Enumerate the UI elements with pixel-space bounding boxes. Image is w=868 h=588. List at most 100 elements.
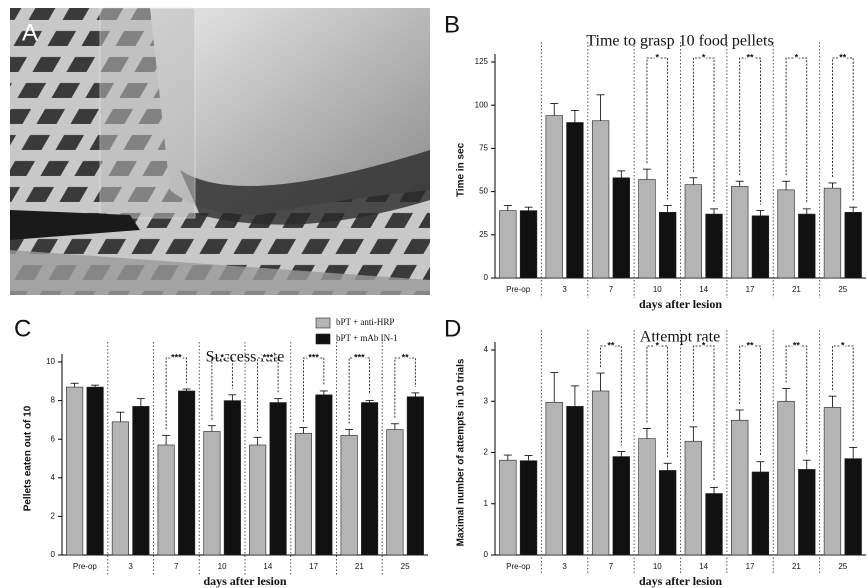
- bar: [178, 390, 196, 556]
- y-axis-label: Pellets eaten out of 10: [23, 405, 34, 511]
- bar: [386, 429, 404, 556]
- significance-label: **: [747, 52, 755, 62]
- bar: [612, 177, 630, 279]
- bar: [612, 456, 630, 556]
- significance-bracket: [692, 345, 715, 482]
- x-tick-label: 10: [218, 562, 227, 571]
- x-tick-label: 7: [609, 562, 614, 571]
- significance-bracket: [302, 357, 325, 422]
- panel-label: A: [22, 19, 38, 46]
- significance-label: **: [607, 340, 615, 350]
- bar: [132, 406, 150, 556]
- significance-label: *: [220, 352, 224, 362]
- bar: [499, 459, 517, 556]
- bar: [566, 406, 584, 556]
- y-tick-label: 0: [484, 550, 489, 559]
- x-tick-label: Pre-op: [73, 562, 98, 571]
- bar: [777, 400, 795, 556]
- bar: [684, 440, 702, 556]
- x-tick-label: 21: [792, 562, 801, 571]
- y-axis-label: Maximal number of attempts in 10 trials: [456, 358, 467, 546]
- x-tick-label: Pre-op: [506, 562, 531, 571]
- platform: [10, 250, 430, 295]
- legend-label: bPT + anti-HRP: [336, 317, 394, 327]
- bar: [684, 184, 702, 279]
- bar: [591, 390, 610, 556]
- significance-label: *: [841, 340, 845, 350]
- significance-bracket: [692, 57, 715, 203]
- significance-label: ***: [354, 352, 365, 362]
- significance-bracket: [394, 357, 416, 418]
- bar: [659, 212, 677, 279]
- bar: [638, 179, 656, 279]
- x-tick-label: 7: [609, 285, 614, 294]
- x-tick-label: 21: [792, 285, 801, 294]
- y-tick-label: 6: [51, 434, 56, 443]
- significance-label: *: [702, 340, 706, 350]
- significance-label: *: [702, 52, 706, 62]
- significance-label: *: [795, 52, 799, 62]
- legend-label: bPT + mAb IN-1: [336, 333, 398, 343]
- bar: [66, 386, 84, 556]
- bar: [406, 396, 424, 556]
- chart: B Time to grasp 10 food pellets Time in se…: [444, 11, 866, 311]
- significance-label: *: [656, 340, 660, 350]
- x-tick-label: 21: [355, 562, 364, 571]
- bar: [751, 471, 770, 556]
- x-tick-label: 25: [838, 285, 847, 294]
- bar: [340, 435, 358, 556]
- x-tick-label: 17: [746, 285, 755, 294]
- x-tick-label: Pre-op: [506, 285, 531, 294]
- panel-label: B: [444, 11, 460, 38]
- bar: [519, 210, 538, 279]
- significance-label: **: [402, 352, 410, 362]
- x-tick-label: 17: [309, 562, 318, 571]
- significance-bracket: [785, 57, 808, 203]
- y-tick-label: 125: [475, 57, 489, 66]
- bar: [798, 213, 816, 279]
- bar: [545, 115, 563, 279]
- significance-label: ***: [171, 352, 182, 362]
- panel-label: D: [444, 315, 461, 342]
- significance-bracket: [832, 57, 854, 202]
- significance-label: ***: [263, 352, 274, 362]
- y-tick-label: 0: [484, 273, 489, 282]
- bar: [519, 460, 538, 556]
- significance-bracket: [348, 357, 371, 424]
- bar: [777, 189, 795, 279]
- significance-bracket: [785, 345, 808, 455]
- bar: [545, 401, 563, 556]
- bar: [591, 120, 610, 279]
- x-tick-label: 14: [263, 562, 272, 571]
- x-tick-label: 17: [746, 562, 755, 571]
- bar: [844, 212, 862, 279]
- y-tick-label: 1: [484, 499, 489, 508]
- y-tick-label: 2: [51, 512, 56, 521]
- x-tick-label: 3: [562, 562, 567, 571]
- y-tick-label: 100: [475, 100, 489, 109]
- chart-title: Time to grasp 10 food pellets: [586, 33, 773, 50]
- y-tick-label: 4: [484, 345, 489, 354]
- glass-wall: [99, 7, 196, 219]
- bar: [269, 402, 287, 556]
- x-tick-label: 3: [562, 285, 567, 294]
- significance-bracket: [646, 57, 669, 200]
- legend-swatch: [315, 317, 331, 329]
- x-axis-label: days after lesion: [203, 574, 286, 588]
- bar: [111, 421, 129, 556]
- bar: [731, 186, 749, 279]
- bar: [751, 215, 770, 279]
- bar: [315, 394, 333, 556]
- bar: [499, 210, 517, 279]
- y-tick-label: 50: [479, 187, 488, 196]
- shadow: [180, 150, 430, 225]
- y-axis-label: Time in sec: [456, 142, 467, 197]
- y-tick-label: 4: [51, 473, 56, 482]
- y-tick-label: 75: [479, 144, 488, 153]
- rat-body: [150, 8, 430, 215]
- y-tick-label: 8: [51, 396, 56, 405]
- bar: [361, 402, 379, 556]
- bar: [203, 431, 221, 556]
